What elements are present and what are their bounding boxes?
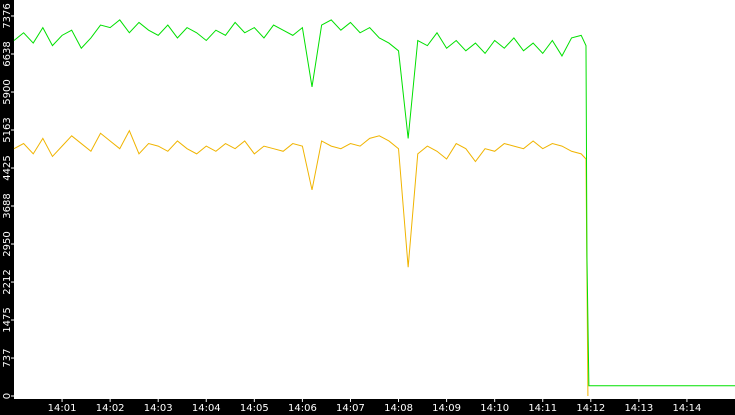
y-tick-label: 3688	[2, 193, 13, 218]
x-axis-band	[0, 399, 735, 415]
series-line	[13, 129, 589, 397]
x-tick-label: 14:07	[336, 403, 365, 414]
x-tick-label: 14:13	[624, 403, 653, 414]
x-tick-label: 14:05	[240, 403, 269, 414]
y-tick-label: 2212	[2, 269, 13, 294]
x-tick-label: 14:08	[384, 403, 413, 414]
y-tick-label: 5900	[2, 79, 13, 104]
x-tick-label: 14:01	[48, 403, 77, 414]
series-line	[13, 19, 735, 387]
y-tick-label: 0	[2, 393, 13, 399]
y-tick-label: 6638	[2, 41, 13, 66]
x-tick-label: 14:09	[432, 403, 461, 414]
x-tick-label: 14:12	[576, 403, 605, 414]
y-tick-label: 737	[2, 348, 13, 367]
x-tick-label: 14:06	[288, 403, 317, 414]
y-tick-label: 4425	[2, 155, 13, 180]
x-tick-label: 14:04	[192, 403, 221, 414]
y-tick-label: 1475	[2, 307, 13, 332]
y-tick-label: 5163	[2, 117, 13, 142]
x-tick-label: 14:14	[673, 403, 702, 414]
x-tick-label: 14:10	[480, 403, 509, 414]
y-tick-label: 7376	[2, 3, 13, 28]
y-tick-label: 2950	[2, 231, 13, 256]
x-tick-label: 14:02	[96, 403, 125, 414]
x-tick-label: 14:11	[528, 403, 557, 414]
x-tick-label: 14:03	[144, 403, 173, 414]
y-axis-band	[0, 0, 14, 415]
